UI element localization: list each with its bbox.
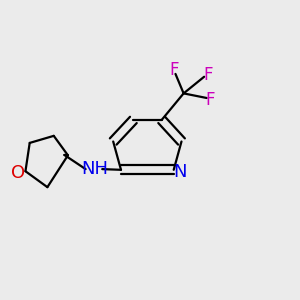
Text: F: F <box>169 61 178 80</box>
Text: O: O <box>11 164 25 182</box>
Text: N: N <box>173 163 187 181</box>
Text: NH: NH <box>81 160 108 178</box>
Text: F: F <box>206 91 215 109</box>
Text: F: F <box>203 66 212 84</box>
